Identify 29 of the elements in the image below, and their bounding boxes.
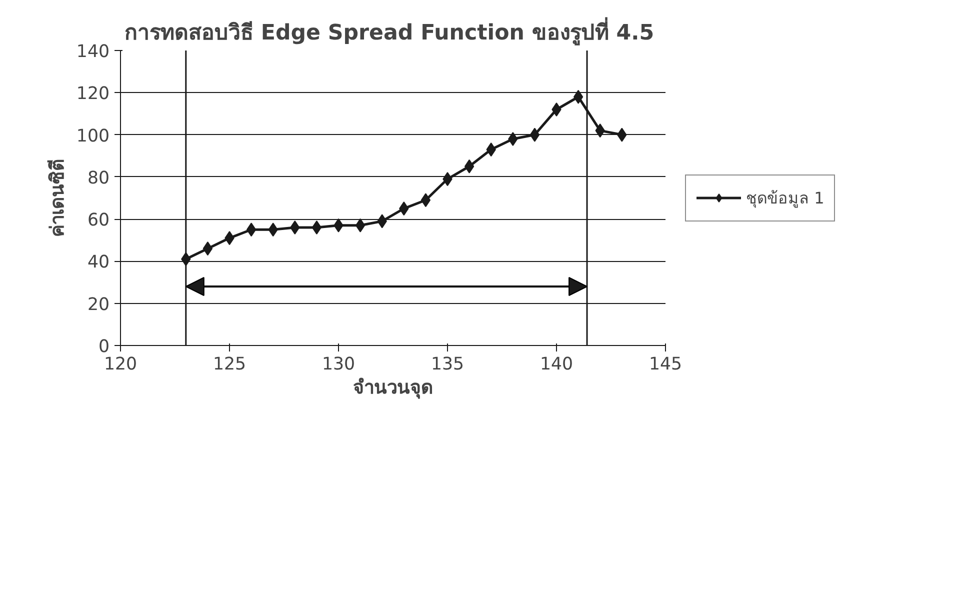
point [202, 242, 213, 256]
point [246, 222, 256, 237]
chart-title: การทดสอบวิธี Edge Spread Function ของรูปที่ 4.5 [124, 16, 654, 46]
y-tick-label: 60 [87, 210, 110, 231]
y-tick-label: 0 [98, 337, 110, 357]
y-tick-label: 140 [76, 42, 110, 62]
point [312, 220, 322, 234]
x-tick-label: 145 [648, 354, 682, 374]
y-axis-title: ค่าเดนซิตี [46, 159, 68, 237]
y-tick-label: 20 [87, 294, 110, 315]
legend-label: ชุดข้อมูล 1 [746, 187, 824, 210]
point [552, 102, 562, 116]
point [573, 90, 584, 104]
point [464, 159, 474, 174]
point [420, 193, 431, 208]
point [355, 218, 366, 232]
y-tick-label: 40 [87, 252, 110, 273]
x-tick-label: 135 [430, 354, 464, 374]
x-tick-label: 120 [104, 354, 138, 374]
point [530, 128, 540, 142]
y-tick-label: 100 [76, 126, 110, 146]
x-axis-title: จำนวนจุด [353, 378, 433, 400]
y-tick-label: 120 [76, 84, 110, 104]
point [290, 220, 300, 234]
x-tick-label: 140 [540, 354, 574, 374]
x-tick-label: 125 [212, 354, 246, 374]
x-tick-label: 130 [322, 354, 356, 374]
y-tick-label: 80 [87, 168, 110, 188]
point [508, 132, 518, 146]
